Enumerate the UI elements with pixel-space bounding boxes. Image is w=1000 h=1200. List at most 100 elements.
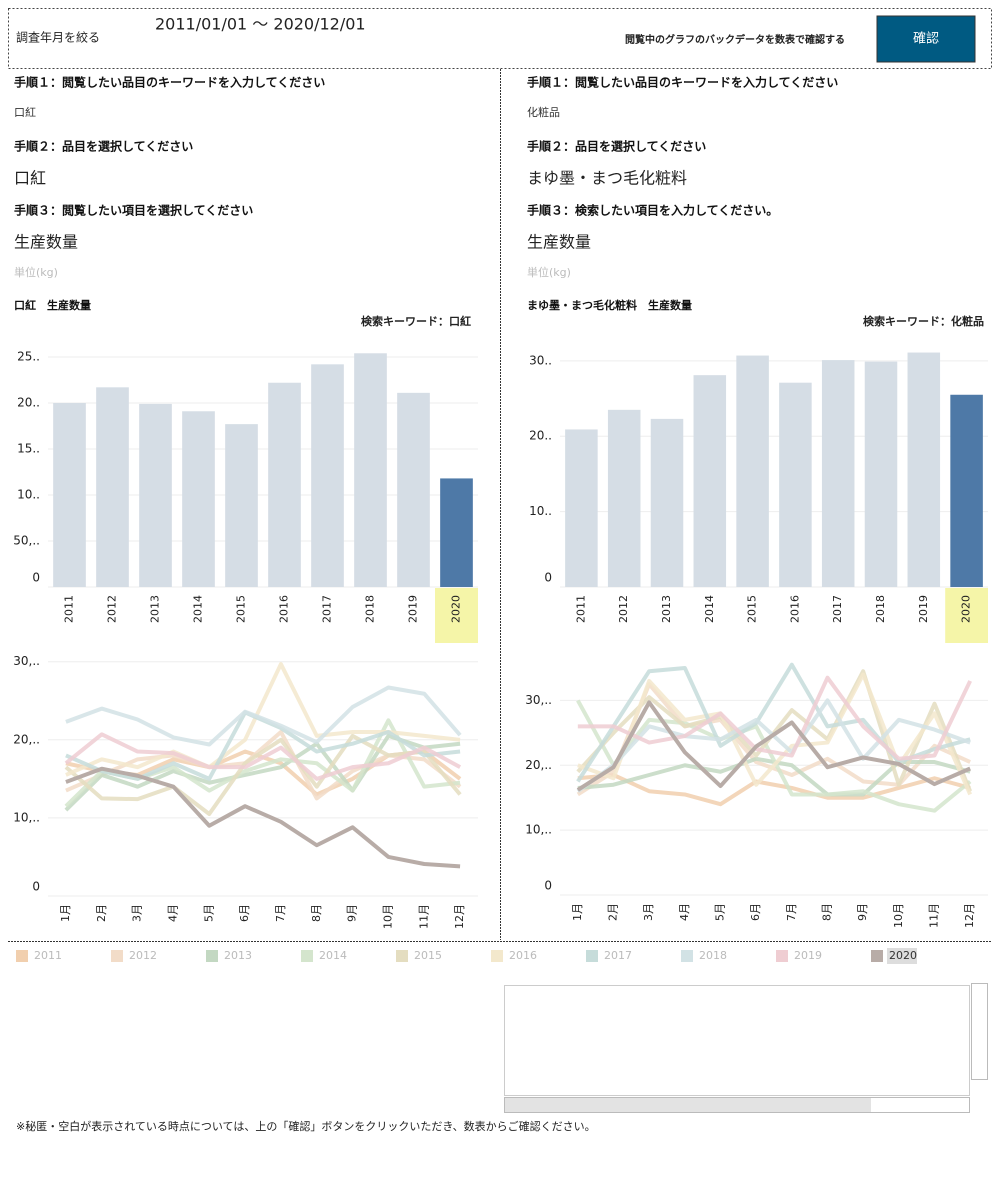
legend-label[interactable]: 2015 [414, 949, 442, 962]
legend-label[interactable]: 2013 [224, 949, 252, 962]
legend-swatch [586, 950, 598, 962]
y-tick-label: 50,.. [13, 533, 40, 547]
series-line [576, 700, 971, 792]
legend-swatch [111, 950, 123, 962]
x-tick-label: 1月 [59, 904, 72, 922]
bar [139, 403, 172, 587]
x-tick-label: 2018 [364, 595, 377, 623]
legend-swatch [396, 950, 408, 962]
x-tick-label: 2017 [321, 595, 334, 623]
x-tick-label: 2015 [235, 595, 248, 623]
x-tick-label: 7月 [274, 904, 287, 922]
bar [96, 387, 129, 587]
bar [650, 418, 684, 587]
series-line [65, 685, 462, 747]
keyword: 化粧品 [527, 105, 560, 119]
bar [821, 360, 855, 587]
y-tick-label: 10.. [17, 487, 40, 501]
x-tick-label: 1月 [571, 903, 584, 921]
y-tick-label: 0 [32, 880, 40, 894]
step2: 手順２：品目を選択してください [527, 139, 706, 154]
step1: 手順１：閲覧したい品目のキーワードを入力してください [527, 75, 838, 90]
step2: 手順２：品目を選択してください [14, 139, 193, 154]
legend-swatch [16, 950, 28, 962]
vertical-scrollbar[interactable] [971, 983, 988, 1080]
scrollbar-thumb[interactable] [505, 1098, 871, 1112]
chart-title: まゆ墨・まつ毛化粧料 生産数量 [527, 298, 692, 312]
x-tick-label: 6月 [749, 903, 762, 921]
x-tick-label: 10月 [892, 903, 905, 928]
bar [440, 478, 473, 587]
x-tick-label: 11月 [928, 903, 941, 928]
confirm-button[interactable] [876, 15, 976, 63]
x-tick-label: 2020 [960, 595, 973, 623]
legend-label[interactable]: 2014 [319, 949, 347, 962]
y-tick-label: 10,.. [525, 823, 552, 837]
y-tick-label: 20.. [529, 429, 552, 443]
x-tick-label: 2019 [917, 595, 930, 623]
item: 口紅 [14, 169, 46, 188]
series-line [577, 773, 971, 807]
x-tick-label: 12月 [963, 903, 976, 928]
x-tick-label: 10月 [381, 904, 394, 929]
footnote: ※秘匿・空白が表示されている時点については、上の「確認」ボタンをクリックいただき… [16, 1119, 596, 1133]
step3: 手順３：検索したい項目を入力してください。 [527, 203, 778, 218]
x-tick-label: 9月 [346, 904, 359, 922]
legend-label[interactable]: 2019 [794, 949, 822, 962]
x-tick-label: 11月 [417, 904, 430, 929]
unit: 単位(kg) [527, 265, 571, 279]
item: まゆ墨・まつ毛化粧料 [527, 169, 687, 188]
legend-swatch [871, 950, 883, 962]
x-tick-label: 2020 [450, 595, 463, 623]
legend-swatch [491, 950, 503, 962]
table-area [504, 985, 970, 1096]
y-tick-label: 10.. [529, 504, 552, 518]
y-tick-label: 30,.. [13, 654, 40, 668]
bar [182, 411, 215, 587]
y-tick-label: 0 [32, 571, 40, 585]
series-line [65, 766, 461, 869]
x-tick-label: 4月 [166, 904, 179, 922]
x-tick-label: 2015 [746, 595, 759, 623]
x-tick-label: 12月 [453, 904, 466, 929]
x-tick-label: 6月 [238, 904, 251, 922]
bar [864, 361, 898, 587]
x-tick-label: 2018 [874, 595, 887, 623]
series-line [577, 675, 972, 761]
search-keyword: 検索キーワード：化粧品 [863, 314, 984, 328]
confirm-button-label[interactable]: 確認 [913, 31, 939, 47]
bar [607, 409, 641, 587]
x-tick-label: 2012 [617, 595, 630, 623]
step3: 手順３：閲覧したい項目を選択してください [14, 203, 253, 218]
legend-label[interactable]: 2016 [509, 949, 537, 962]
x-tick-label: 2016 [278, 595, 291, 623]
legend-label[interactable]: 2017 [604, 949, 632, 962]
x-tick-label: 2014 [703, 595, 716, 623]
y-tick-label: 0 [544, 571, 552, 585]
x-tick-label: 9月 [856, 903, 869, 921]
bar [354, 353, 387, 587]
x-tick-label: 2012 [106, 595, 119, 623]
y-tick-label: 10,.. [13, 810, 40, 824]
bar [779, 382, 812, 587]
measure: 生産数量 [527, 233, 591, 252]
legend-label[interactable]: 2011 [34, 949, 62, 962]
x-tick-label: 5月 [714, 903, 727, 921]
series-line [65, 662, 461, 777]
x-tick-label: 8月 [821, 903, 834, 921]
y-tick-label: 25.. [17, 349, 40, 363]
legend-label[interactable]: 2012 [129, 949, 157, 962]
x-tick-label: 3月 [642, 903, 655, 921]
x-tick-label: 2011 [574, 595, 587, 623]
legend-label[interactable]: 2020 [889, 949, 917, 962]
search-keyword: 検索キーワード：口紅 [361, 314, 471, 328]
x-tick-label: 2月 [607, 903, 620, 921]
y-tick-label: 30,.. [525, 693, 552, 707]
legend-swatch [206, 950, 218, 962]
x-tick-label: 4月 [678, 903, 691, 921]
chart-title: 口紅 生産数量 [14, 298, 91, 312]
date-range[interactable]: 2011/01/01 ～ 2020/12/01 [155, 15, 366, 34]
legend-label[interactable]: 2018 [699, 949, 727, 962]
series-line [64, 733, 462, 816]
